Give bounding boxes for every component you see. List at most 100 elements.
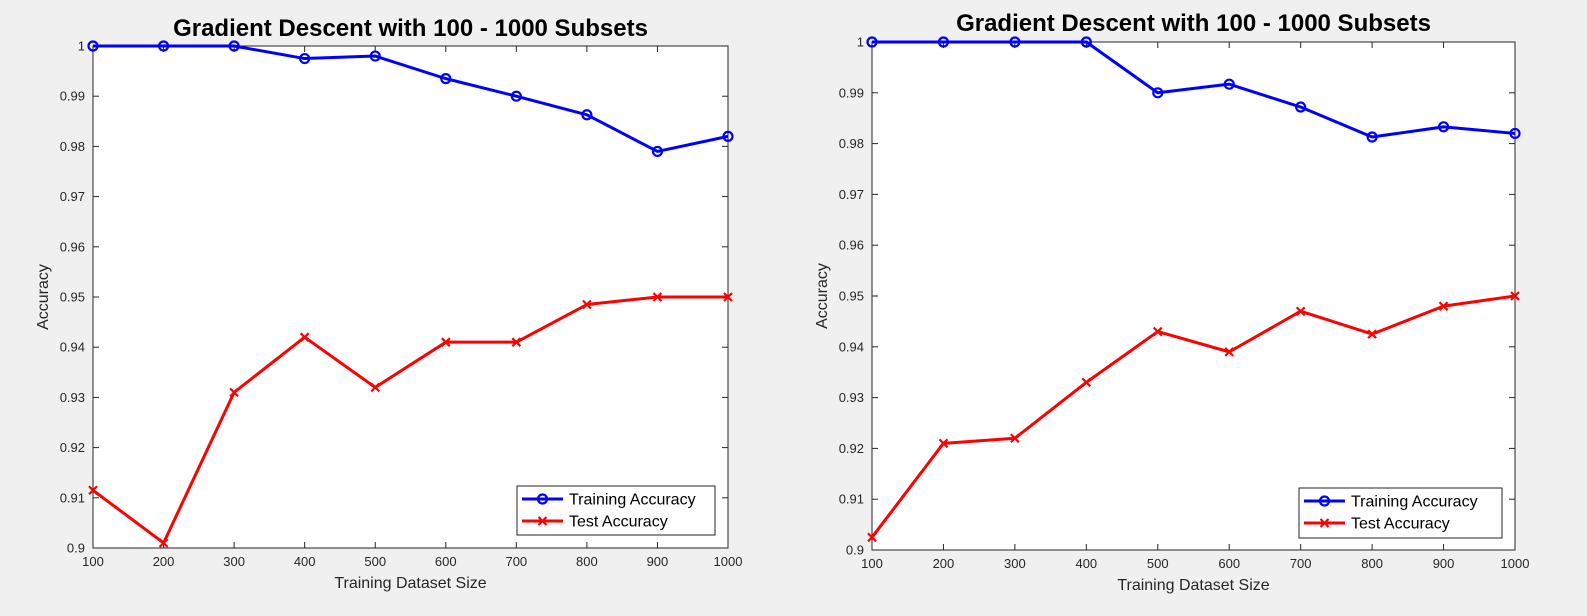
- y-tick-label: 0.99: [60, 89, 85, 104]
- data-point: [866, 36, 878, 48]
- data-point: [370, 382, 380, 393]
- x-tick-label: 500: [364, 554, 386, 569]
- data-point: [158, 538, 169, 548]
- data-point: [1224, 347, 1234, 357]
- data-point: [1295, 306, 1306, 317]
- series-test-accuracy: [88, 292, 733, 548]
- x-tick-label: 400: [1075, 556, 1097, 571]
- x-axis-label: Training Dataset Size: [1117, 577, 1269, 594]
- series-line: [93, 44, 729, 153]
- legend-label: Training Accuracy: [1351, 494, 1478, 511]
- series-test-accuracy: [867, 291, 1520, 543]
- y-tick-label: 0.93: [839, 390, 864, 405]
- data-point: [938, 438, 949, 449]
- x-tick-label: 800: [1361, 556, 1383, 571]
- x-tick-label: 200: [933, 556, 955, 571]
- x-tick-label: 200: [153, 554, 175, 569]
- legend: Training Accuracy Test Accuracy: [1298, 487, 1503, 539]
- legend-label: Test Accuracy: [1351, 516, 1450, 533]
- chart-right: Gradient Descent with 100 - 1000 Subsets…: [814, 10, 1530, 594]
- data-point: [582, 299, 592, 310]
- y-tick-label: 0.93: [60, 390, 85, 405]
- y-tick-label: 0.92: [839, 441, 864, 456]
- data-point: [228, 40, 240, 52]
- y-tick-label: 1: [78, 39, 85, 54]
- x-tick-label: 1000: [714, 554, 743, 569]
- data-point: [867, 532, 877, 543]
- legend-label: Training Accuracy: [569, 492, 696, 509]
- y-axis-label: Accuracy: [35, 264, 52, 330]
- data-point: [937, 36, 950, 48]
- data-point: [229, 387, 239, 398]
- plot-area: [93, 46, 728, 548]
- data-point: [1080, 36, 1092, 48]
- legend: Training Accuracy Test Accuracy: [516, 485, 716, 536]
- x-tick-label: 700: [1290, 556, 1312, 571]
- legend-box: [516, 485, 716, 536]
- x-tick-label: 400: [294, 554, 316, 569]
- legend-box: [1298, 487, 1503, 539]
- series-line: [872, 40, 1516, 139]
- legend-label: Test Accuracy: [569, 514, 668, 531]
- x-tick-label: 600: [1218, 556, 1240, 571]
- data-point: [1223, 78, 1235, 90]
- data-point: [440, 73, 452, 85]
- data-point: [1510, 291, 1520, 301]
- y-tick-label: 0.9: [67, 541, 85, 556]
- data-point: [652, 292, 663, 302]
- data-point: [1366, 131, 1378, 143]
- x-tick-label: 900: [647, 554, 669, 569]
- y-tick-label: 0.97: [839, 187, 864, 202]
- data-point: [299, 52, 311, 65]
- y-axis-label: Accuracy: [814, 263, 831, 329]
- data-point: [87, 40, 99, 52]
- y-tick-label: 0.95: [839, 289, 864, 304]
- chart-title: Gradient Descent with 100 - 1000 Subsets: [173, 15, 648, 42]
- series-line: [870, 294, 1516, 539]
- x-tick-label: 800: [576, 554, 598, 569]
- legend-marker: [537, 516, 548, 526]
- data-point: [441, 337, 451, 347]
- data-point: [510, 90, 522, 102]
- series-line: [92, 295, 728, 545]
- x-tick-label: 100: [861, 556, 883, 571]
- y-tick-label: 0.96: [60, 239, 85, 254]
- data-point: [1509, 127, 1521, 140]
- data-point: [299, 332, 310, 342]
- plot-area: [872, 42, 1515, 550]
- y-tick-label: 0.94: [60, 340, 85, 355]
- y-tick-label: 0.98: [60, 139, 85, 154]
- data-point: [1437, 121, 1450, 133]
- y-tick-label: 0.91: [839, 492, 864, 507]
- x-tick-label: 700: [505, 554, 527, 569]
- data-point: [581, 109, 593, 121]
- x-axis-label: Training Dataset Size: [334, 575, 486, 592]
- series-training-accuracy: [87, 40, 734, 158]
- x-tick-label: 900: [1433, 556, 1455, 571]
- data-point: [511, 337, 522, 347]
- chart-left: Gradient Descent with 100 - 1000 Subsets…: [35, 15, 743, 592]
- data-point: [723, 292, 733, 302]
- y-tick-label: 0.91: [60, 490, 85, 505]
- data-point: [1295, 101, 1307, 113]
- y-tick-label: 0.9: [846, 543, 864, 558]
- x-tick-label: 1000: [1501, 556, 1530, 571]
- data-point: [1009, 36, 1021, 48]
- y-tick-label: 0.99: [839, 85, 864, 100]
- data-point: [369, 50, 381, 62]
- x-tick-label: 600: [435, 554, 457, 569]
- y-tick-label: 0.95: [60, 290, 85, 305]
- data-point: [88, 485, 98, 496]
- x-tick-label: 300: [1004, 556, 1026, 571]
- y-tick-label: 0.98: [839, 136, 864, 151]
- y-tick-label: 0.96: [839, 238, 864, 253]
- data-point: [1367, 329, 1377, 339]
- x-tick-label: 100: [82, 554, 104, 569]
- legend-marker: [1319, 518, 1330, 528]
- data-point: [651, 145, 664, 158]
- data-point: [1010, 433, 1020, 444]
- y-tick-label: 0.94: [839, 339, 864, 354]
- data-point: [157, 40, 170, 52]
- y-tick-label: 0.97: [60, 189, 85, 204]
